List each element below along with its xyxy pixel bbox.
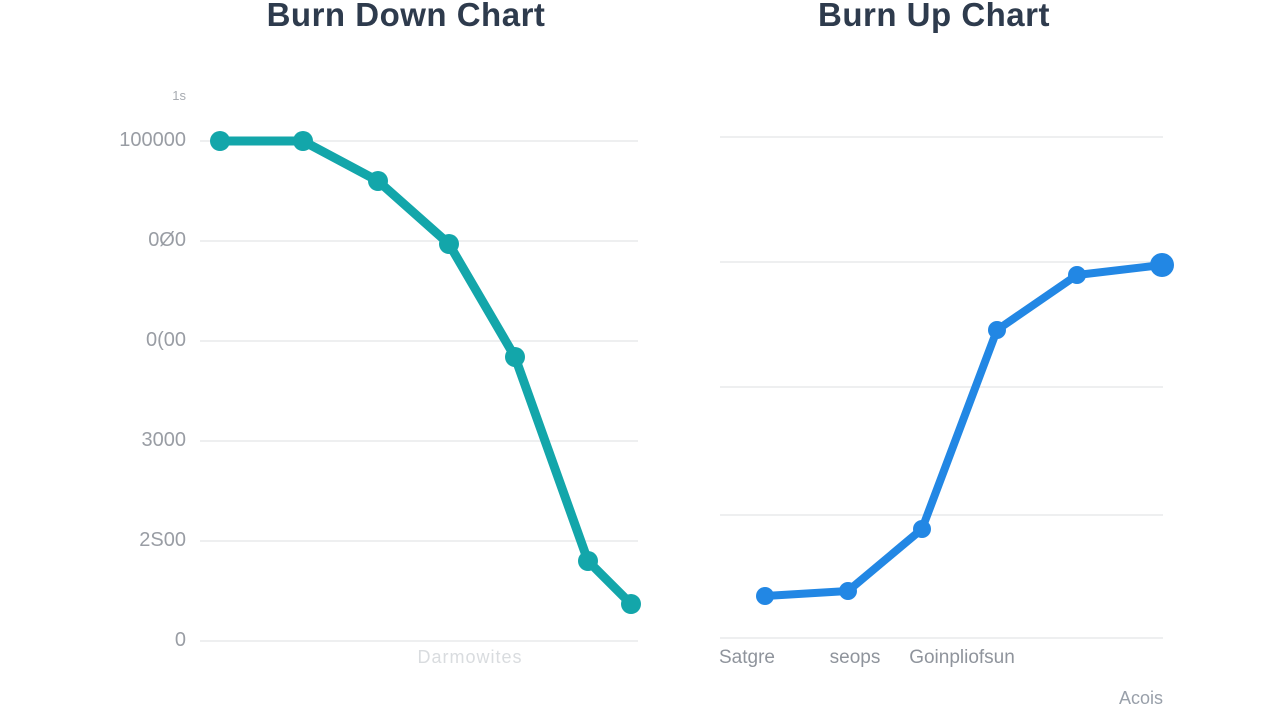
burn-down-series-line (215, 136, 636, 609)
burn-up-series-line (761, 261, 1166, 600)
burn-down-y-tick-label: 3000 (141, 429, 187, 451)
burn-down-data-point (368, 171, 388, 191)
burn-down-data-point (578, 551, 598, 571)
burn-up-data-point (913, 520, 931, 538)
burn-up-data-point (1150, 253, 1174, 277)
burn-down-y-tick-label: 2S00 (139, 529, 186, 551)
burn-down-chart-title: Burn Down Chart (266, 0, 546, 33)
burn-up-data-point (988, 321, 1006, 339)
burn-down-y-tick-label: 1s (172, 88, 186, 103)
burn-up-x-tick-label: Goinpliofsun (909, 647, 1015, 668)
burn-up-x-tick-label: seops (829, 647, 881, 668)
burn-up-data-point (1068, 266, 1086, 284)
burn-down-y-tick-label: 0(00 (145, 329, 186, 351)
burn-down-data-point (210, 131, 230, 151)
burn-down-data-point (505, 347, 525, 367)
burn-up-x-tick-label: Satgre (719, 647, 775, 668)
burn-down-y-tick-label: 0 (174, 629, 186, 651)
burn-down-data-point (293, 131, 313, 151)
burn-down-data-point (439, 234, 459, 254)
burn-down-y-tick-label: 100000 (119, 129, 186, 151)
burn-up-axis-caption: Acois (1118, 688, 1164, 708)
burn-up-chart-title: Burn Up Chart (818, 0, 1050, 33)
burn-down-x-axis-label: Darmowites (417, 647, 523, 667)
burn-down-data-point (621, 594, 641, 614)
burn-down-y-tick-label: 0Ø0 (148, 229, 186, 251)
burn-up-data-point (839, 582, 857, 600)
burn-up-data-point (756, 587, 774, 605)
